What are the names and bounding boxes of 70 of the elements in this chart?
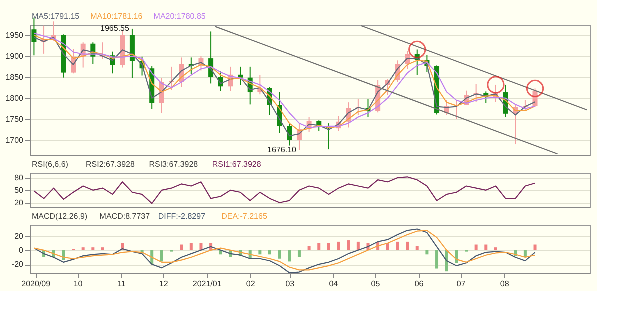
bar	[190, 243, 193, 250]
text: MA10:1781.16	[90, 12, 144, 21]
bar	[200, 243, 203, 250]
bar	[278, 250, 282, 259]
y-tick-label: 1950	[6, 30, 24, 40]
bar	[356, 242, 360, 250]
point	[526, 80, 544, 98]
x-tick-label: 2020/09	[22, 280, 52, 288]
point	[487, 76, 505, 94]
y-tick-label: 1750	[6, 114, 24, 124]
x-tick-label: 07	[456, 280, 466, 288]
y-tick-label: 1800	[6, 94, 24, 103]
bar	[347, 240, 350, 250]
annotation: 1676.10	[268, 145, 298, 154]
bar	[474, 244, 478, 250]
bar	[337, 242, 340, 250]
x-tick-label: 2021/01	[192, 280, 222, 288]
y-tick-label: 80	[14, 173, 24, 182]
text: DIFF:-2.8297	[158, 212, 206, 221]
bar	[268, 250, 272, 255]
bar	[327, 243, 330, 250]
y-tick-label: -20	[12, 260, 24, 270]
bar	[386, 243, 390, 250]
bar	[484, 244, 488, 250]
bar	[416, 246, 419, 250]
bar	[160, 250, 164, 262]
bar	[258, 250, 262, 255]
candlestick	[287, 123, 292, 146]
bar	[494, 248, 498, 250]
x-tick-label: 03	[286, 280, 296, 288]
bar	[180, 244, 184, 250]
text: MACD:8.7737	[100, 212, 151, 221]
text: MA5:1791.15	[32, 12, 80, 21]
bar	[436, 250, 439, 269]
text: MACD(12,26,9)	[32, 212, 88, 221]
point	[408, 40, 426, 59]
y-tick-label: 1900	[6, 52, 24, 61]
bar	[396, 242, 400, 250]
x-tick-label: 08	[500, 280, 510, 288]
line-series	[34, 176, 536, 204]
text: RSI1:67.3928	[212, 160, 262, 169]
y-tick-label: 1850	[6, 72, 24, 82]
text: MA20:1780.85	[154, 12, 206, 21]
text: RSI3:67.3928	[149, 160, 199, 169]
annotation: 1965.55	[100, 24, 130, 33]
bar	[101, 248, 104, 250]
x-tick-label: 11	[118, 280, 126, 288]
y-tick-label: 20	[14, 198, 24, 208]
x-tick-label: 02	[246, 280, 256, 288]
y-tick-label: 50	[14, 186, 24, 195]
bar	[534, 244, 537, 250]
bar	[288, 250, 292, 262]
bar	[298, 250, 301, 258]
x-tick-label: 10	[74, 280, 84, 288]
text: DEA:-7.2165	[222, 212, 268, 221]
text: RSI2:67.3928	[86, 160, 136, 169]
x-tick-label: 05	[371, 280, 381, 288]
bar	[426, 250, 429, 255]
y-tick-label: 20	[14, 232, 24, 241]
bar	[318, 243, 321, 250]
bar	[308, 246, 311, 250]
bar	[92, 248, 95, 250]
y-tick-label: 1700	[6, 136, 24, 145]
text: RSI(6,6,6)	[32, 160, 69, 169]
bar	[82, 248, 85, 250]
y-tick-label: 0	[19, 246, 24, 255]
x-tick-label: 04	[329, 280, 339, 288]
x-tick-label: 12	[159, 280, 169, 288]
bar	[406, 242, 410, 250]
x-tick-label: 06	[414, 280, 424, 288]
